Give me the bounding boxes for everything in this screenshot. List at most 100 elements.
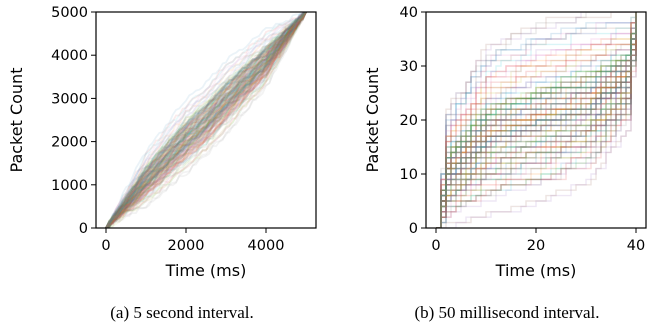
panel-a-trace [105, 12, 307, 228]
panel-a-trace [105, 12, 307, 228]
panel-a-trace [105, 12, 307, 228]
panel-a-trace [105, 12, 307, 228]
panel-b-trace [436, 12, 637, 228]
panel-a-trace [105, 12, 307, 228]
panel-b-trace [436, 12, 637, 228]
panel-a-trace [105, 12, 307, 228]
panel-b-trace [436, 12, 637, 228]
panel-b-trace [436, 12, 637, 228]
panel-b-trace [436, 12, 637, 228]
panel-a-trace [105, 12, 307, 228]
panel-b-trace [436, 12, 637, 228]
panel-b-trace [436, 12, 637, 228]
panel-a-trace [105, 12, 307, 228]
panel-a-ytick-label: 2000 [51, 135, 88, 151]
panel-a-trace [105, 12, 307, 228]
panel-b-trace [436, 12, 637, 228]
panel-a-trace [105, 12, 307, 228]
panel-a-trace [105, 12, 307, 228]
panel-a-trace [105, 12, 307, 228]
panel-b-trace [436, 12, 637, 228]
panel-a-trace [105, 12, 307, 228]
panel-b-trace [436, 12, 637, 228]
panel-a-frame [95, 11, 317, 229]
panel-b-trace [436, 12, 637, 228]
panel-a-trace [105, 12, 307, 228]
panel-b-trace [436, 12, 637, 228]
panel-a-ytick-label: 0 [79, 221, 88, 237]
panel-b-trace [436, 12, 637, 228]
panel-b-trace [436, 12, 637, 228]
panel-a-trace [105, 12, 307, 228]
panel-a-trace [105, 12, 307, 228]
panel-a-trace [105, 12, 307, 228]
panel-b-trace [436, 12, 637, 228]
panel-a-caption: (a) 5 second interval. [110, 303, 254, 322]
panel-a-trace [105, 12, 307, 228]
panel-a-trace [105, 12, 307, 228]
panel-a-trace [105, 12, 307, 228]
panel-a-trace [105, 12, 307, 228]
panel-b-trace [436, 12, 637, 228]
panel-a-trace [105, 12, 307, 228]
panel-a-trace [105, 12, 307, 228]
panel-a-trace [105, 12, 307, 228]
panel-b-trace [436, 12, 637, 228]
panel-b-trace [436, 12, 637, 228]
panel-a-trace [105, 12, 307, 228]
panel-a-trace [105, 12, 307, 228]
panel-b-trace [436, 12, 637, 228]
panel-a: 0 2000 4000 0 1000 2000 3000 4000 5000 Time (ms)… [7, 5, 317, 322]
panel-b-trace [436, 12, 637, 228]
panel-a-trace [105, 12, 307, 228]
panel-a-trace [105, 12, 307, 228]
panel-a-trace [105, 12, 307, 228]
panel-b-trace [436, 12, 637, 228]
panel-b-trace [436, 12, 637, 228]
panel-a-trace [105, 12, 307, 228]
panel-b-trace [436, 12, 637, 228]
panel-a-trace [105, 12, 307, 228]
panel-b-trace [436, 12, 637, 228]
panel-b-trace [436, 12, 637, 228]
panel-b-ytick-label: 20 [400, 113, 418, 129]
panel-b-trace [436, 12, 637, 228]
panel-b-trace [436, 12, 637, 228]
panel-a-trace [105, 12, 307, 228]
panel-b-trace [436, 12, 637, 228]
panel-b-ytick-label: 0 [409, 221, 418, 237]
panel-a-trace [105, 12, 307, 228]
panel-a-xtick-label: 0 [101, 238, 110, 254]
panel-a-trace [105, 12, 307, 228]
panel-a-trace [105, 12, 307, 228]
panel-b-trace [436, 12, 637, 228]
panel-b-xtick-label: 0 [431, 238, 440, 254]
panel-a-trace [105, 12, 307, 228]
panel-a-trace [105, 12, 307, 228]
panel-a-ylabel: Packet Count [7, 68, 26, 173]
panel-a-trace [105, 12, 307, 228]
panel-a-trace [105, 12, 307, 228]
panel-b-trace [436, 12, 637, 228]
panel-a-trace [105, 12, 307, 228]
panel-b-trace [436, 12, 637, 228]
panel-b-trace [436, 12, 637, 228]
panel-b-trace [436, 12, 637, 228]
panel-a-trace [105, 12, 307, 228]
panel-a-trace [105, 12, 307, 228]
panel-a-trace [105, 12, 307, 228]
panel-a-trace [105, 12, 307, 228]
panel-b-trace [436, 12, 637, 228]
panel-b-trace [436, 12, 637, 228]
panel-a-trace [105, 12, 307, 228]
panel-b-trace [436, 12, 637, 228]
panel-a-trace [105, 12, 307, 228]
panel-a-trace [105, 12, 306, 228]
panel-a-ytick-label: 1000 [51, 178, 88, 194]
panel-b: 0 20 40 0 10 20 30 40 Time (ms) Packet Count (b… [363, 5, 647, 322]
panel-a-trace [105, 12, 307, 228]
panel-b-trace [436, 12, 637, 228]
panel-b-trace [436, 12, 637, 228]
panel-b-trace [436, 12, 637, 228]
